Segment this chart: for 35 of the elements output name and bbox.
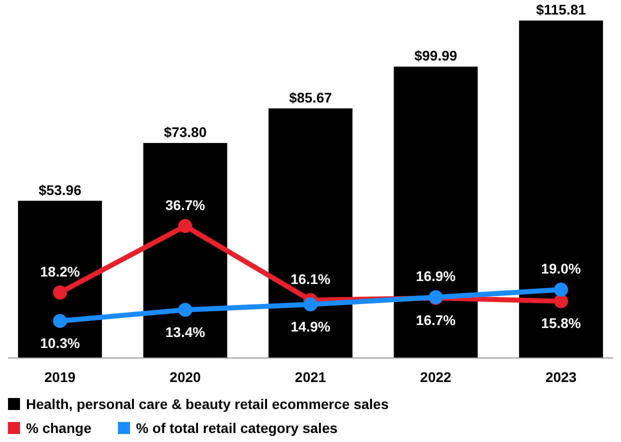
data-label: 19.0% [541, 260, 582, 277]
data-label: 14.9% [290, 318, 331, 334]
data-label: 10.3% [40, 334, 80, 351]
point [52, 286, 67, 300]
x-tick-label: 2021 [294, 369, 326, 385]
data-label: $99.99 [414, 48, 458, 64]
point [304, 297, 318, 312]
data-label: $85.67 [289, 89, 332, 106]
legend-label: % of total retail category sales [136, 420, 338, 436]
x-tick-label: 2022 [420, 369, 452, 385]
data-label: $115.81 [536, 2, 586, 18]
point [178, 302, 192, 317]
point [178, 219, 192, 234]
point [52, 314, 67, 328]
data-label: 16.7% [416, 312, 456, 328]
point [554, 282, 568, 297]
legend-label: Health, personal care & beauty retail ecommerce sales [26, 396, 389, 412]
legend-label: % change [26, 420, 92, 436]
data-label: 16.1% [290, 271, 331, 288]
x-tick-label: 2019 [44, 369, 76, 385]
data-label: $73.80 [164, 124, 207, 140]
data-label: 16.9% [416, 268, 456, 284]
bar [394, 66, 478, 358]
data-label: 18.2% [40, 264, 80, 280]
data-label: 36.7% [165, 197, 206, 214]
point [554, 294, 568, 308]
bar [519, 20, 603, 358]
data-label: 15.8% [541, 315, 582, 332]
data-label: 13.4% [165, 324, 206, 340]
x-tick-label: 2023 [545, 369, 577, 385]
bar [268, 108, 352, 358]
bar [143, 142, 228, 358]
data-label: $53.96 [38, 182, 82, 198]
x-tick-label: 2020 [170, 369, 202, 385]
bar [18, 200, 102, 358]
